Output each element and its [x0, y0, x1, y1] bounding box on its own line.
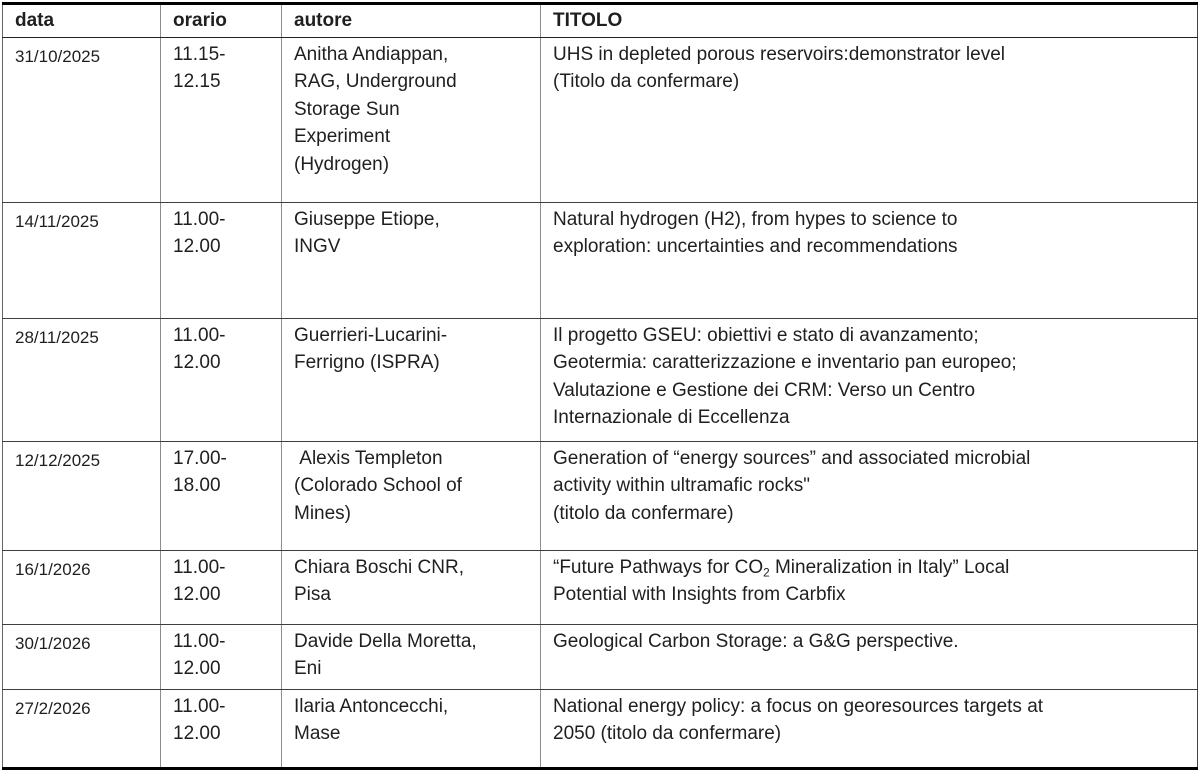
- time-cell: 11.00- 12.00: [160, 623, 282, 690]
- date-cell: 14/11/2025: [2, 201, 161, 319]
- header-row: data orario autore TITOLO: [2, 3, 1198, 38]
- column-header-data: data: [2, 3, 161, 38]
- date-cell: 28/11/2025: [2, 317, 161, 442]
- title-text-pre: “Future Pathways for CO: [553, 556, 764, 578]
- date-cell: 30/1/2026: [2, 623, 161, 690]
- table-row: 31/10/2025 11.15- 12.15 Anitha Andiappan…: [2, 36, 1198, 203]
- time-cell: 11.15- 12.15: [160, 36, 282, 203]
- table-row: 12/12/2025 17.00- 18.00 Alexis Templeton…: [2, 440, 1198, 551]
- table-row: 28/11/2025 11.00- 12.00 Guerrieri-Lucari…: [2, 317, 1198, 442]
- title-cell: Il progetto GSEU: obiettivi e stato di a…: [540, 317, 1198, 442]
- date-cell: 27/2/2026: [2, 688, 161, 769]
- author-cell: Davide Della Moretta, Eni: [281, 623, 541, 690]
- table-row: 14/11/2025 11.00- 12.00 Giuseppe Etiope,…: [2, 201, 1198, 319]
- time-cell: 11.00- 12.00: [160, 688, 282, 769]
- title-cell: UHS in depleted porous reservoirs:demons…: [540, 36, 1198, 203]
- author-cell: Giuseppe Etiope, INGV: [281, 201, 541, 319]
- title-cell: Geological Carbon Storage: a G&G perspec…: [540, 623, 1198, 690]
- date-cell: 31/10/2025: [2, 36, 161, 203]
- author-cell: Chiara Boschi CNR, Pisa: [281, 549, 541, 625]
- time-cell: 11.00- 12.00: [160, 317, 282, 442]
- column-header-titolo: TITOLO: [540, 3, 1198, 38]
- title-cell: Generation of “energy sources” and assoc…: [540, 440, 1198, 551]
- author-cell: Alexis Templeton (Colorado School of Min…: [281, 440, 541, 551]
- title-cell: National energy policy: a focus on geore…: [540, 688, 1198, 769]
- table-row: 27/2/2026 11.00- 12.00 Ilaria Antoncecch…: [2, 688, 1198, 769]
- date-cell: 12/12/2025: [2, 440, 161, 551]
- title-text-post: Mineralization in Italy” Local Potential…: [553, 556, 1010, 606]
- time-cell: 11.00- 12.00: [160, 549, 282, 625]
- title-cell: “Future Pathways for CO2 Mineralization …: [540, 549, 1198, 625]
- table-body: 31/10/2025 11.15- 12.15 Anitha Andiappan…: [2, 36, 1198, 769]
- author-cell: Ilaria Antoncecchi, Mase: [281, 688, 541, 769]
- column-header-autore: autore: [281, 3, 541, 38]
- table-row: 30/1/2026 11.00- 12.00 Davide Della More…: [2, 623, 1198, 690]
- table-row: 16/1/2026 11.00- 12.00 Chiara Boschi CNR…: [2, 549, 1198, 625]
- table-header: data orario autore TITOLO: [2, 3, 1198, 38]
- date-cell: 16/1/2026: [2, 549, 161, 625]
- time-cell: 11.00- 12.00: [160, 201, 282, 319]
- title-cell: Natural hydrogen (H2), from hypes to sci…: [540, 201, 1198, 319]
- column-header-orario: orario: [160, 3, 282, 38]
- subscript-2: 2: [763, 566, 770, 580]
- author-cell: Anitha Andiappan, RAG, Underground Stora…: [281, 36, 541, 203]
- time-cell: 17.00- 18.00: [160, 440, 282, 551]
- author-cell: Guerrieri-Lucarini- Ferrigno (ISPRA): [281, 317, 541, 442]
